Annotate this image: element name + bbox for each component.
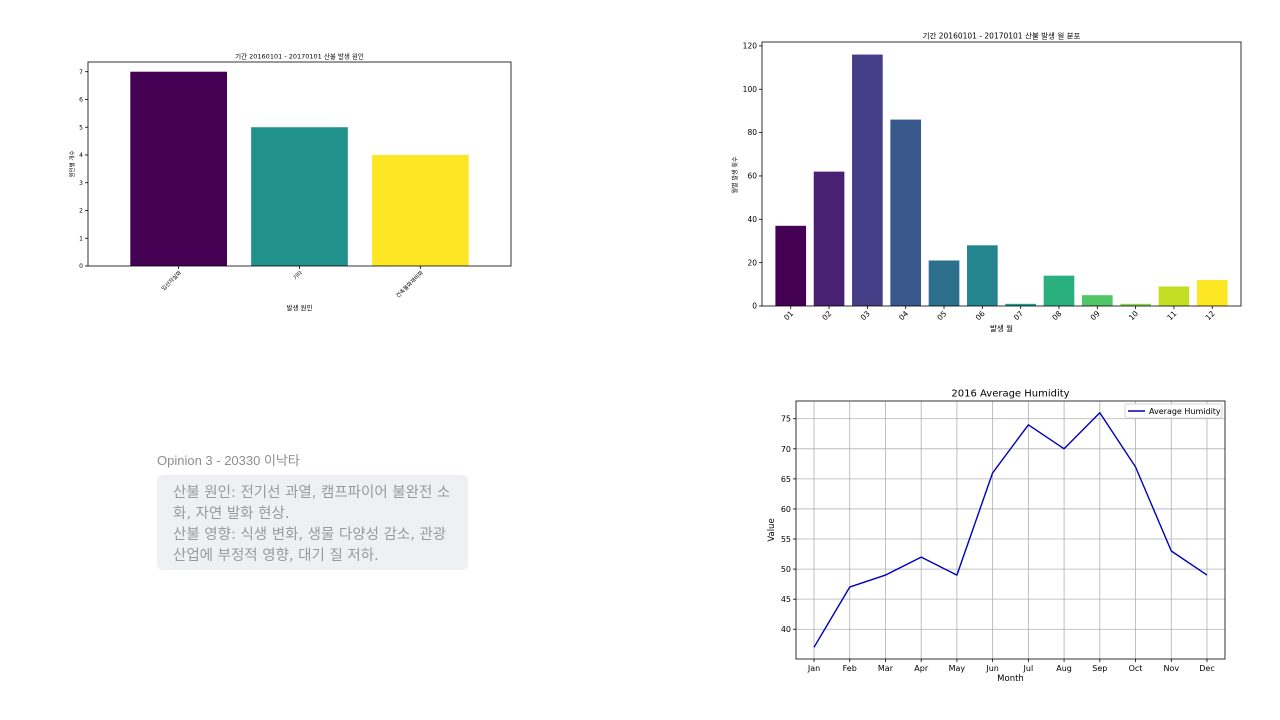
bar	[372, 154, 469, 266]
bar	[251, 127, 348, 266]
y-axis-label: 월별 발생 횟수	[731, 156, 739, 193]
legend-box	[1124, 403, 1223, 419]
y-tick-label: 0	[752, 302, 757, 311]
y-tick-label: 80	[747, 128, 757, 137]
opinion-box: 산불 원인: 전기선 과열, 캠프파이어 불완전 소화, 자연 발화 현상. 산…	[157, 475, 468, 570]
y-tick-label: 3	[79, 180, 83, 187]
chart-title: 기간 20160101 - 20170101 산불 발생 월 분포	[923, 31, 1081, 41]
x-tick-label: May	[949, 664, 966, 673]
legend: Average Humidity	[1124, 403, 1223, 419]
x-tick-label: Apr	[914, 664, 929, 673]
opinion-header: Opinion 3 - 20330 이낙타	[157, 453, 300, 468]
x-tick-label: Jun	[985, 664, 999, 673]
y-tick-label: 60	[781, 505, 791, 514]
x-tick-label: Aug	[1056, 664, 1072, 673]
x-tick-label: Dec	[1199, 664, 1214, 673]
opinion-effect-line: 산불 영향: 식생 변화, 생물 다양성 감소, 관광 산업에 부정적 영향, …	[173, 527, 447, 564]
x-tick-label: Feb	[843, 664, 857, 673]
y-tick-label: 20	[747, 258, 757, 267]
bar	[1081, 295, 1113, 306]
y-axis-label: 원인별 개수	[68, 150, 76, 177]
y-tick-label: 100	[743, 85, 758, 94]
x-axis-label: 발생 원인	[287, 303, 313, 312]
bar	[967, 245, 998, 306]
y-tick-label: 60	[747, 172, 757, 181]
bar	[1158, 286, 1190, 306]
bar	[813, 171, 845, 306]
opinion-cause-line: 산불 원인: 전기선 과열, 캠프파이어 불완전 소화, 자연 발화 현상.	[173, 485, 451, 522]
bar	[1005, 303, 1036, 306]
y-axis-label: Value	[767, 518, 777, 541]
y-tick-label: 5	[79, 124, 83, 131]
bar	[928, 260, 960, 306]
bar	[1120, 303, 1151, 306]
bar	[852, 54, 883, 307]
legend-label: Average Humidity	[1149, 407, 1221, 416]
x-tick-label: Jan	[807, 664, 820, 673]
x-tick-label: Sep	[1092, 664, 1107, 673]
y-tick-label: 120	[743, 42, 758, 51]
y-tick-label: 50	[781, 565, 791, 574]
x-tick-label: Oct	[1129, 664, 1143, 673]
y-tick-label: 2	[79, 208, 83, 215]
y-tick-label: 6	[79, 97, 83, 104]
plot-frame	[87, 61, 512, 267]
y-tick-label: 55	[781, 535, 791, 544]
y-tick-label: 65	[781, 475, 791, 484]
y-tick-label: 0	[79, 263, 83, 270]
x-tick-label: Mar	[878, 664, 894, 673]
x-tick-label: Jul	[1023, 664, 1034, 673]
chart-title: 기간 20160101 - 20170101 산불 발생 원인	[235, 52, 364, 61]
y-tick-label: 4	[79, 152, 83, 159]
x-axis-label: Month	[997, 674, 1024, 684]
bar	[1043, 275, 1075, 306]
y-tick-label: 40	[747, 215, 757, 224]
series-line	[813, 412, 1208, 648]
y-tick-label: 75	[781, 415, 791, 424]
y-tick-label: 70	[781, 445, 791, 454]
y-tick-label: 40	[781, 625, 791, 634]
plot-frame	[761, 41, 1242, 307]
y-tick-label: 1	[79, 235, 83, 242]
x-axis-label: 발생 월	[990, 323, 1013, 333]
chart-title: 2016 Average Humidity	[951, 389, 1069, 400]
bar	[1196, 279, 1228, 306]
plot-frame	[795, 400, 1226, 660]
bar	[775, 225, 807, 306]
x-tick-label: Nov	[1163, 664, 1179, 673]
y-tick-label: 7	[79, 69, 83, 76]
bar	[890, 119, 922, 306]
y-tick-label: 45	[781, 595, 791, 604]
bar	[130, 71, 227, 266]
